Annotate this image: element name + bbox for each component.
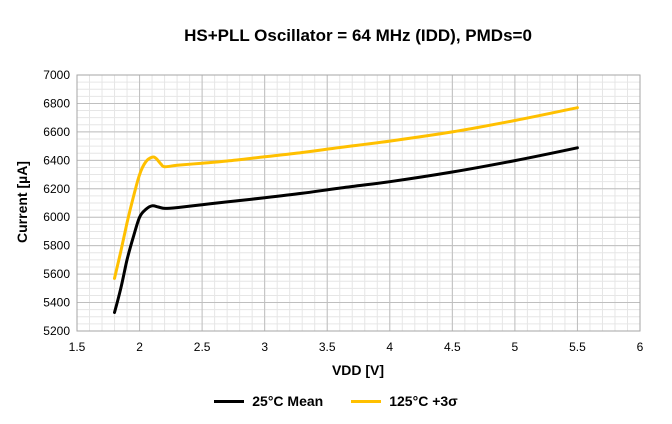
- x-tick-label: 5.5: [569, 340, 586, 354]
- y-tick-label: 5800: [43, 239, 70, 253]
- x-tick-label: 6: [637, 340, 644, 354]
- x-tick-label: 4: [386, 340, 393, 354]
- y-tick-label: 5200: [43, 324, 70, 338]
- legend-label-25c-mean: 25°C Mean: [252, 393, 324, 409]
- chart-title: HS+PLL Oscillator = 64 MHz (IDD), PMDs=0: [184, 26, 532, 45]
- y-tick-label: 7000: [43, 68, 70, 82]
- legend-item-25c-mean: 25°C Mean: [214, 393, 323, 409]
- legend-label-125c-3sigma: 125°C +3σ: [389, 393, 458, 409]
- y-tick-label: 6600: [43, 125, 70, 139]
- x-tick-label: 2: [136, 340, 143, 354]
- x-axis-label: VDD [V]: [331, 362, 385, 378]
- x-tick-label: 3: [261, 340, 268, 354]
- legend-swatch-25c-mean: [214, 399, 245, 403]
- x-tick-label: 3.5: [319, 340, 336, 354]
- y-tick-label: 5600: [43, 267, 70, 281]
- x-tick-label: 5: [512, 340, 519, 354]
- y-tick-label: 6200: [43, 182, 70, 196]
- x-tick-label: 4.5: [444, 340, 461, 354]
- series-line-25c-mean: [113, 146, 579, 314]
- y-tick-label: 6400: [43, 153, 70, 167]
- series-line-125c-3sigma: [113, 106, 579, 280]
- legend-item-125c-3sigma: 125°C +3σ: [351, 393, 458, 409]
- x-tick-label: 1.5: [69, 340, 86, 354]
- legend: 25°C Mean 125°C +3σ: [0, 393, 672, 409]
- y-tick-label: 6800: [43, 96, 70, 110]
- y-tick-label: 5400: [43, 296, 70, 310]
- x-tick-label: 2.5: [194, 340, 211, 354]
- legend-swatch-125c-3sigma: [351, 399, 382, 403]
- y-tick-label: 6000: [43, 210, 70, 224]
- plot-frame: [76, 74, 641, 332]
